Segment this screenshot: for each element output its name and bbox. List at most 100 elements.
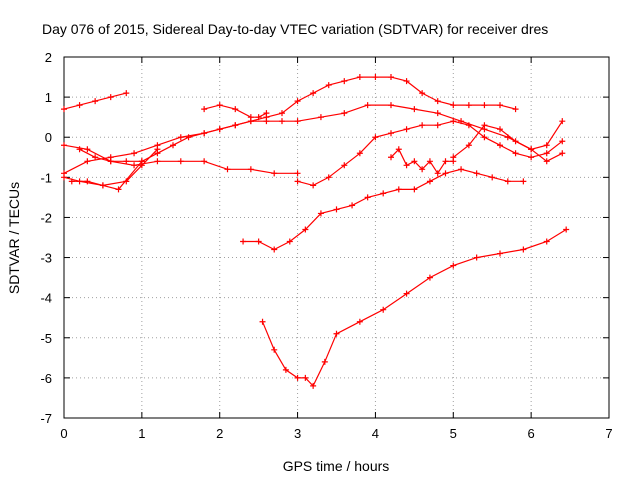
data-point: [411, 158, 418, 165]
data-point: [543, 150, 550, 157]
data-point: [177, 158, 184, 165]
y-axis-label: SDTVAR / TECUs: [6, 182, 22, 294]
series-track-2: [61, 142, 301, 177]
data-point: [528, 146, 535, 153]
data-point: [395, 186, 402, 193]
x-tick-label: 6: [528, 426, 535, 441]
grid-lines: [64, 57, 609, 418]
data-point: [473, 254, 480, 261]
data-point: [294, 170, 301, 177]
data-point: [497, 126, 503, 133]
data-point: [247, 114, 254, 121]
data-point: [528, 154, 535, 161]
data-point: [434, 110, 441, 117]
data-point: [61, 170, 67, 177]
series-line: [71, 148, 158, 187]
x-tick-label: 4: [372, 426, 379, 441]
series-track-6: [76, 146, 145, 165]
data-point: [512, 106, 519, 113]
y-tick-label: 2: [45, 50, 52, 65]
data-point: [559, 150, 566, 157]
data-point: [255, 114, 262, 121]
x-tick-label: 3: [294, 426, 301, 441]
data-point: [325, 82, 332, 89]
data-point: [216, 102, 223, 109]
data-point: [201, 130, 208, 137]
data-point: [349, 202, 356, 209]
data-point: [325, 174, 332, 181]
data-point: [559, 118, 566, 125]
data-point: [403, 290, 410, 297]
data-point: [411, 186, 418, 193]
y-tick-label: -3: [40, 251, 52, 266]
data-point: [294, 98, 301, 105]
data-point: [481, 102, 488, 109]
data-point: [255, 238, 262, 245]
data-point: [138, 158, 145, 165]
data-point: [388, 74, 394, 81]
data-point: [356, 318, 363, 325]
data-point: [154, 146, 161, 153]
data-point: [434, 98, 441, 105]
data-point: [92, 98, 99, 105]
series-line: [452, 120, 563, 158]
data-point: [271, 170, 278, 177]
data-point: [450, 118, 457, 125]
data-point: [450, 102, 457, 109]
data-point: [341, 162, 348, 169]
y-tick-label: -5: [40, 331, 52, 346]
data-point: [426, 158, 433, 165]
data-point: [224, 166, 231, 173]
data-point: [310, 182, 317, 189]
data-point: [317, 210, 324, 217]
data-point: [302, 374, 309, 381]
series-line: [297, 120, 563, 187]
data-point: [84, 158, 91, 165]
data-point: [240, 238, 247, 245]
data-point: [356, 74, 363, 81]
data-point: [380, 306, 387, 313]
data-point: [279, 110, 285, 117]
data-point: [279, 118, 285, 125]
data-point: [333, 330, 340, 337]
data-point: [310, 90, 317, 97]
data-point: [543, 158, 550, 165]
y-tick-label: -7: [40, 411, 52, 426]
data-point: [131, 150, 138, 157]
data-point: [61, 142, 67, 149]
series-track-12: [259, 226, 570, 389]
data-point: [442, 158, 449, 165]
series-track-9: [388, 146, 457, 177]
data-point: [543, 142, 550, 149]
series-track-5: [68, 146, 161, 189]
data-point: [403, 78, 410, 85]
data-point: [497, 142, 503, 149]
data-point: [520, 178, 527, 185]
data-point: [465, 142, 472, 149]
data-point: [76, 146, 83, 153]
data-point: [411, 106, 418, 113]
data-point: [364, 194, 371, 201]
data-point: [419, 166, 426, 173]
series-line: [261, 228, 567, 387]
data-point: [76, 102, 83, 109]
data-point: [395, 146, 402, 153]
data-point: [520, 246, 527, 253]
data-point: [563, 226, 570, 233]
data-point: [294, 374, 301, 381]
data-point: [504, 178, 511, 185]
data-point: [450, 154, 457, 161]
x-axis-label: GPS time / hours: [283, 458, 390, 474]
data-point: [294, 178, 301, 185]
y-tick-label: 1: [45, 90, 52, 105]
data-point: [177, 134, 184, 141]
data-point: [434, 170, 441, 177]
data-point: [473, 170, 480, 177]
series-line: [243, 168, 524, 251]
data-point: [388, 102, 394, 109]
data-point: [317, 114, 324, 121]
data-point: [61, 106, 67, 113]
data-point: [294, 118, 301, 125]
data-point: [419, 122, 426, 129]
data-point: [543, 238, 550, 245]
